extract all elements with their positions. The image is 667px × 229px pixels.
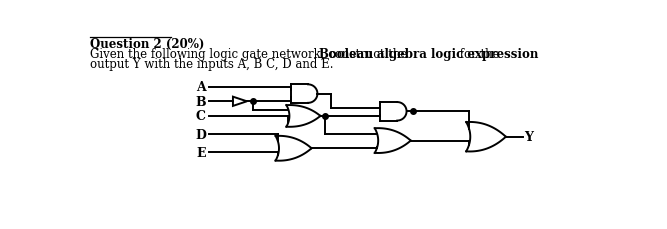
Text: Given the following logic gate network, construct the: Given the following logic gate network, …: [89, 47, 411, 60]
Text: D: D: [195, 128, 206, 141]
Text: Boolean algebra logic expression: Boolean algebra logic expression: [319, 47, 538, 60]
Text: for the: for the: [456, 47, 500, 60]
Text: Y: Y: [524, 131, 534, 144]
Text: output Y with the inputs A, B C, D and E.: output Y with the inputs A, B C, D and E…: [89, 57, 333, 70]
Text: A: A: [196, 81, 206, 94]
Text: B: B: [195, 95, 206, 108]
Text: E: E: [196, 146, 206, 159]
Text: C: C: [196, 110, 206, 123]
Text: Question 2 (20%): Question 2 (20%): [89, 38, 204, 50]
